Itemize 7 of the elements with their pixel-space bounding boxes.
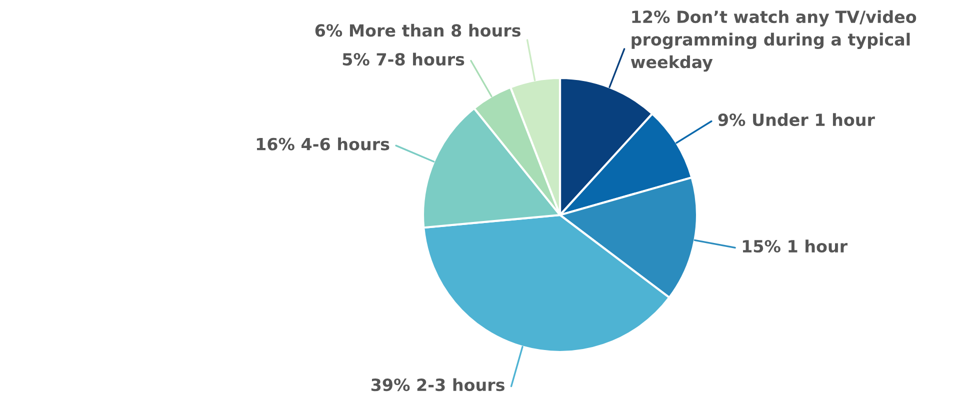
slice-label: 16% 4-6 hours — [256, 138, 390, 150]
slice-label: 12% Don’t watch any TV/video programming during a typical weekday — [630, 10, 916, 72]
slice-label: 39% 2-3 hours — [371, 378, 504, 392]
slice-label: 9% Under 1 hour — [718, 113, 875, 126]
slice-label: 15% 1 hour — [742, 240, 848, 253]
slice-label: 6% More than 8 hours — [315, 24, 520, 37]
slice-label: 5% 7-8 hours — [342, 52, 464, 66]
